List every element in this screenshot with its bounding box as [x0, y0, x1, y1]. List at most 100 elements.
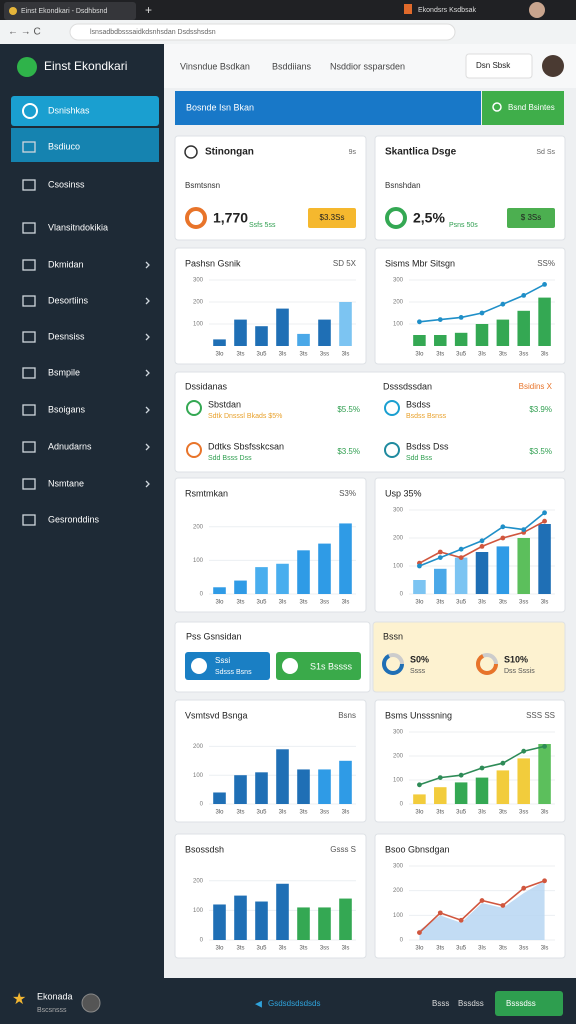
x-tick-label: 3ls: [279, 810, 287, 816]
active-item: [11, 128, 159, 162]
header-link[interactable]: Bsddiians: [272, 61, 312, 71]
y-tick-label: 200: [193, 878, 204, 884]
promo-button[interactable]: [276, 652, 361, 680]
sidebar-hit[interactable]: [11, 250, 159, 280]
y-tick-label: 300: [193, 278, 204, 284]
banner: [175, 91, 481, 125]
tab-title: Ekondsrs Ksdbsak: [418, 7, 476, 14]
x-tick-label: 3ls: [279, 946, 287, 952]
footer-link[interactable]: Gsdsdsdsdsds: [268, 999, 320, 1008]
nav-buttons[interactable]: ← → C: [8, 27, 41, 38]
area: [419, 880, 545, 940]
footer-link[interactable]: Bsss: [432, 999, 449, 1008]
ring: [385, 207, 407, 229]
sidebar-hit[interactable]: [11, 432, 159, 462]
y-tick-label: 100: [193, 558, 204, 564]
line-point: [500, 903, 506, 908]
sidebar-item: Adnudarns: [48, 441, 92, 451]
line-point: [542, 510, 547, 516]
x-tick-label: 3lo: [415, 946, 424, 952]
x-tick-label: 3ss: [519, 352, 528, 358]
sidebar-item: Vlansitndokikia: [48, 222, 108, 232]
sidebar-hit[interactable]: [11, 358, 159, 388]
sidebar-hit[interactable]: [11, 213, 159, 243]
sidebar-item: Desortiins: [48, 295, 89, 305]
x-tick-label: 3ts: [436, 810, 444, 816]
header-link[interactable]: Vinsndue Bsdkan: [180, 61, 250, 71]
tab-icon: [9, 7, 17, 15]
logo: [17, 57, 37, 77]
dropdown[interactable]: [465, 53, 533, 79]
x-tick-label: 3ls: [541, 946, 549, 952]
chevron: [145, 333, 150, 341]
bar: [339, 523, 352, 594]
x-tick-label: 3lo: [215, 946, 224, 952]
y-tick-label: 300: [393, 278, 404, 284]
sidebar-hit[interactable]: [11, 469, 159, 499]
x-tick-label: 3ls: [342, 946, 350, 952]
bar: [276, 563, 289, 594]
header-link[interactable]: Nsddior ssparsden: [330, 61, 405, 71]
bar: [413, 580, 426, 594]
card-value: 2,5%: [413, 210, 445, 226]
sidebar-hit[interactable]: [11, 505, 159, 535]
footer-button[interactable]: [495, 991, 563, 1016]
y-tick-label: 0: [200, 802, 204, 808]
chart-corner: S3%: [339, 489, 356, 498]
card-tag[interactable]: [308, 208, 356, 228]
bar: [234, 580, 247, 594]
profile[interactable]: [529, 2, 545, 18]
x-tick-label: 3lo: [215, 352, 224, 358]
bar: [454, 557, 468, 594]
x-tick-label: 3ss: [320, 600, 329, 606]
card-tag[interactable]: [507, 208, 555, 228]
y-tick-label: 0: [200, 592, 204, 598]
chart-corner: Gsss S: [330, 845, 356, 854]
avatar[interactable]: [542, 55, 564, 77]
banner-button[interactable]: [482, 91, 564, 125]
sidebar-hit[interactable]: [11, 170, 159, 200]
footer-logo: ★: [12, 991, 26, 1008]
bar: [517, 758, 530, 804]
x-tick-label: 3u5: [456, 810, 467, 816]
list-item-title: Bsdss Dss: [406, 441, 449, 451]
footer-link[interactable]: Bssdss: [458, 999, 484, 1008]
line-point: [479, 898, 485, 903]
x-tick-label: 3ts: [236, 600, 244, 606]
card-value: 1,770: [213, 210, 248, 226]
y-tick-label: 100: [393, 564, 404, 570]
list-ring: [384, 442, 400, 458]
sidebar-hit[interactable]: [11, 286, 159, 316]
footer-button-label: Bsssdss: [506, 999, 536, 1008]
new-tab[interactable]: +: [145, 3, 152, 17]
banner-title: Bosnde Isn Bkan: [186, 102, 254, 112]
bar: [234, 319, 247, 346]
tab[interactable]: [4, 2, 136, 20]
x-tick-label: 3ts: [236, 810, 244, 816]
sidebar-hit[interactable]: [11, 322, 159, 352]
bar: [318, 543, 331, 594]
summary-value: S0%: [410, 654, 429, 664]
list-item-sub: Sdd Bss: [406, 455, 433, 462]
card: [372, 621, 566, 693]
y-tick-label: 100: [393, 322, 404, 328]
bar: [255, 567, 268, 594]
sidebar-hit[interactable]: [11, 395, 159, 425]
promo-button[interactable]: [185, 652, 270, 680]
line-point: [458, 917, 464, 923]
bar: [318, 907, 331, 940]
bar: [234, 775, 247, 804]
line-point: [521, 748, 527, 754]
line-point: [500, 760, 506, 766]
line-point: [417, 782, 422, 788]
x-tick-label: 3lo: [215, 600, 224, 606]
url-box[interactable]: [69, 23, 456, 41]
item-icon: [22, 441, 36, 453]
x-tick-label: 3u5: [256, 352, 267, 358]
tab-icon: [404, 4, 412, 14]
bar: [413, 335, 426, 346]
search-icon: [492, 102, 502, 112]
bar: [496, 770, 510, 804]
y-tick-label: 200: [393, 300, 404, 306]
list-title: Dsssdssdan: [383, 381, 432, 391]
